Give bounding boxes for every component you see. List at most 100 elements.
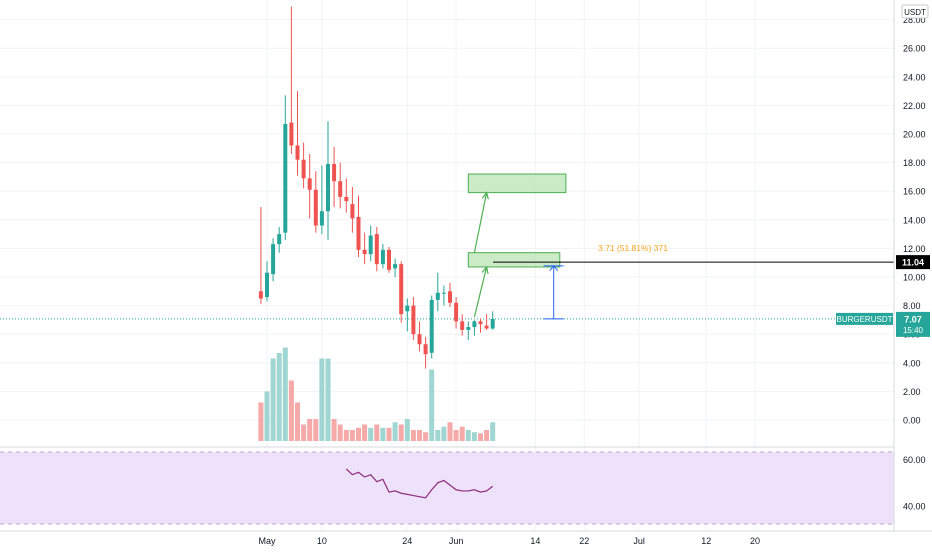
volume-bar [465,430,471,441]
price-tick-label: 4.00 [903,358,921,368]
rsi-tick-label: 60.00 [903,455,926,465]
candle-body [417,334,422,345]
volume-bar [337,424,343,441]
volume-bar [362,424,368,441]
price-tick-label: 16.00 [903,187,926,197]
candle-body [454,302,459,322]
rsi-band-fill [0,452,894,524]
projection-arrow-head [481,265,489,274]
volume-bar [435,430,441,441]
projection-arrow-head [481,191,489,200]
candle-body [307,178,312,190]
volume-bar [258,402,264,441]
candle-body [258,291,263,299]
rsi-band [0,451,894,525]
candle-body [405,305,410,312]
candle-body [368,235,373,255]
candle-body [448,291,452,303]
candle-body [326,164,330,212]
candle-body [490,318,495,329]
candle-body [399,264,404,315]
rsi-series [345,468,494,499]
volume-bar [453,430,459,441]
volume-bar [264,391,270,441]
projection-arrow [473,192,488,253]
time-tick-label: 12 [701,536,711,546]
volume-bar [441,426,447,441]
volume-bar [417,430,422,441]
candle-body [478,321,483,325]
volume-bars [258,347,496,441]
volume-bar [478,433,483,441]
volume-bar [423,432,429,441]
current-price-tag [896,311,930,337]
volume-bar [313,419,319,441]
volume-bar [392,422,398,441]
volume-bar [295,402,300,441]
price-tick-label: 10.00 [903,273,926,283]
candle-body [313,189,318,226]
candle-body [295,145,300,160]
price-tick-label: 20.00 [903,130,926,140]
candle-body [374,234,379,265]
volume-bar [270,358,276,441]
volume-bar [484,430,490,441]
volume-bar [471,432,477,441]
time-tick-label: 24 [402,536,412,546]
volume-bar [386,427,392,441]
grid [0,0,894,530]
candle-body [319,211,324,226]
candle-body [350,204,355,219]
candle-body [356,216,361,250]
current-price-label: 7.07 [904,314,922,324]
price-labels: USDT 11.04 BURGERUSDT 7.07 15:40 [836,4,930,337]
candle-body [380,249,385,265]
volume-bar [429,369,435,441]
candle-body [393,264,398,269]
candles [258,6,495,369]
candle-body [338,181,343,197]
volume-bar [301,424,307,441]
time-tick-label: May [258,536,276,546]
candle-body [472,321,477,328]
target-zone [467,252,561,268]
candle-body [265,272,269,298]
volume-bar [307,419,313,441]
price-tick-label: 12.00 [903,244,926,254]
resistance-price-label: 11.04 [902,258,924,268]
candle-body [301,159,306,179]
volume-bar [380,427,386,441]
candle-body [332,164,337,182]
price-tick-label: 8.00 [903,301,921,311]
time-tick-label: 22 [579,536,589,546]
measure-label: 3.71 (51.81%) 371 [598,243,668,253]
candle-body [466,327,471,330]
price-tick-label: 28.00 [903,15,926,25]
price-countdown-label: 15:40 [903,326,924,335]
candle-body [283,123,288,233]
candle-body [460,321,465,330]
price-tick-label: 24.00 [903,72,926,82]
drawings: 3.71 (51.81%) 371 [0,173,894,320]
price-tick-label: 2.00 [903,387,921,397]
time-tick-label: Jul [633,536,645,546]
volume-bar [398,424,404,441]
volume-bar [325,358,331,441]
currency-label: USDT [904,8,926,17]
price-tick-label: 26.00 [903,44,926,54]
candle-body [344,196,349,202]
volume-bar [374,424,380,441]
projection-arrow [473,266,488,318]
price-tick-label: 18.00 [903,158,926,168]
candle-body [289,122,294,146]
volume-bar [331,419,337,441]
candle-body [362,249,367,255]
symbol-tag [836,312,893,325]
volume-bar [319,358,325,441]
volume-bar [404,419,410,441]
time-tick-label: Jun [449,536,464,546]
time-tick-label: 14 [530,536,540,546]
candle-body [277,234,282,245]
